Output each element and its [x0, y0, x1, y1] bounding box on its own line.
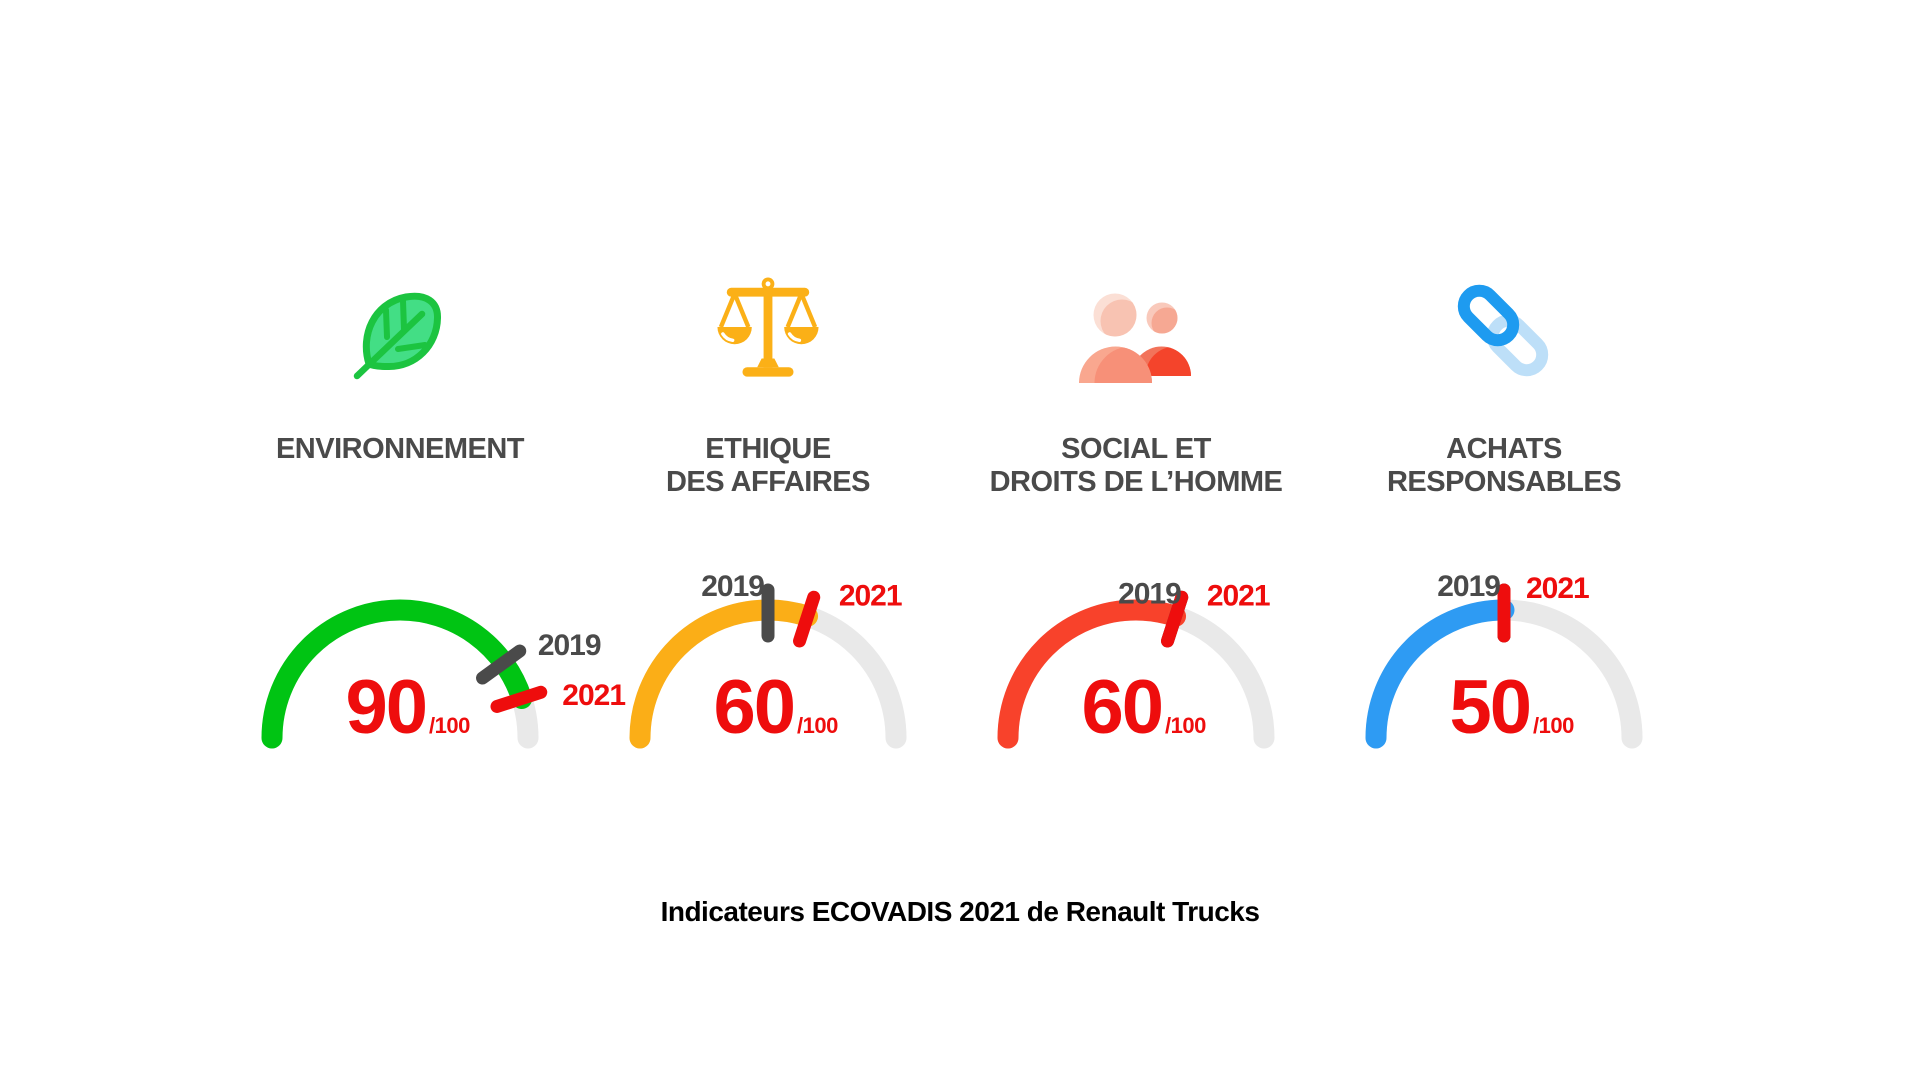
gauge-denominator: /100 [1533, 713, 1574, 738]
icon-area [584, 228, 952, 383]
indicator-title-line1: ACHATS [1446, 433, 1562, 465]
icon-area [1320, 228, 1688, 383]
gauge-tick-2021 [1161, 590, 1189, 648]
gauge-year-2019-label: 2019 [1437, 570, 1500, 603]
gauge-year-2019-label: 2019 [538, 629, 601, 662]
indicator-achats-responsables: ACHATS RESPONSABLES 2019 2021 50 /100 [1320, 228, 1688, 763]
gauge-value: 50 [1449, 665, 1530, 750]
indicator-title-line2: RESPONSABLES [1386, 466, 1622, 498]
gauge-year-2021-label: 2021 [1526, 572, 1589, 605]
gauge-value: 60 [1081, 665, 1162, 750]
gauge-year-2021-label: 2021 [1207, 580, 1270, 613]
gauge-achats: 2019 2021 50 /100 [1365, 570, 1643, 750]
gauge-year-2021-label: 2021 [562, 679, 625, 712]
gauge-tick-2019 [476, 644, 527, 685]
gauge-ethique: 2019 2021 60 /100 [629, 570, 907, 750]
gauge-year-2019-label: 2019 [701, 570, 764, 603]
gauge-value-arc [997, 599, 1275, 749]
indicator-social-droits-homme: SOCIAL ET DROITS DE L’HOMME 2019 2021 60… [952, 228, 1320, 763]
gauge-value-arc [261, 599, 539, 749]
gauge-year-2021-label: 2021 [839, 580, 902, 613]
gauge-denominator: /100 [1165, 713, 1206, 738]
icon-area [216, 228, 584, 383]
indicator-title: SOCIAL ET DROITS DE L’HOMME [952, 433, 1320, 503]
chain-link-icon [1457, 284, 1549, 377]
indicator-ethique-des-affaires: ETHIQUE DES AFFAIRES 2019 2021 60 /100 [584, 228, 952, 763]
scales-icon [717, 277, 819, 377]
indicator-title: ENVIRONNEMENT [216, 433, 584, 503]
chart-caption: Indicateurs ECOVADIS 2021 de Renault Tru… [660, 896, 1260, 927]
gauge-denominator: /100 [797, 713, 838, 738]
gauge-value: 90 [345, 665, 426, 750]
gauge-value: 60 [713, 665, 794, 750]
icon-area [952, 228, 1320, 383]
leaf-icon [353, 292, 441, 380]
people-icon [1079, 293, 1191, 383]
ecovadis-indicators-board: ENVIRONNEMENT 2019 2021 90 /100 [216, 228, 1688, 763]
gauge-tick-2021 [490, 685, 548, 713]
indicator-title-line1: SOCIAL ET [1061, 433, 1211, 465]
gauge-tick-2021 [793, 590, 821, 648]
indicator-title-line1: ETHIQUE [705, 433, 831, 465]
indicator-title: ETHIQUE DES AFFAIRES [584, 433, 952, 503]
indicator-title-line1: ENVIRONNEMENT [275, 433, 525, 465]
indicator-title-line2: DROITS DE L’HOMME [989, 466, 1283, 498]
indicator-title-line2: DES AFFAIRES [665, 466, 871, 498]
gauge-year-2019-label: 2019 [1118, 578, 1181, 611]
indicator-environnement: ENVIRONNEMENT 2019 2021 90 /100 [216, 228, 626, 763]
indicator-title: ACHATS RESPONSABLES [1320, 433, 1688, 503]
gauge-denominator: /100 [429, 713, 470, 738]
gauge-social: 2019 2021 60 /100 [997, 578, 1275, 750]
gauge-environnement: 2019 2021 90 /100 [261, 599, 626, 750]
